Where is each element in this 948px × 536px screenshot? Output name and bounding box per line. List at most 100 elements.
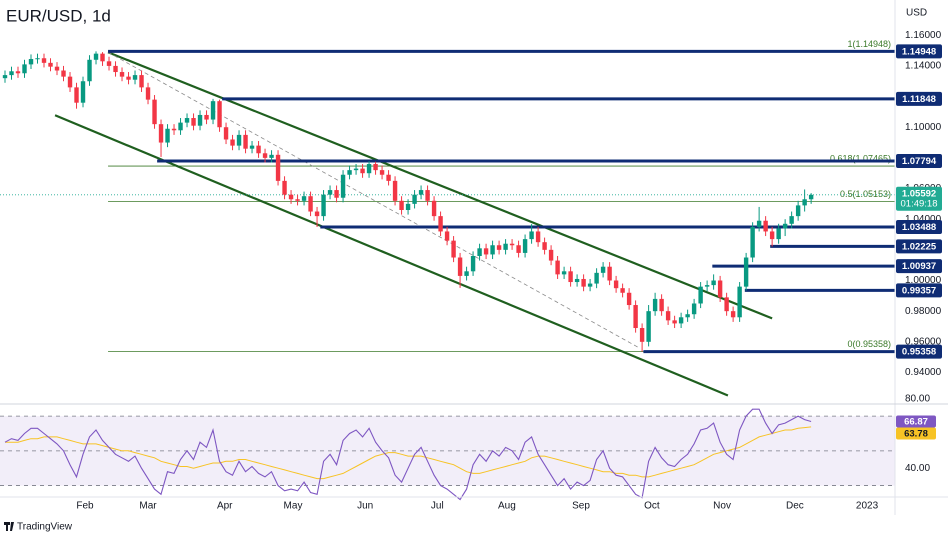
candle-body (418, 190, 424, 195)
level-label: 1.03488 (902, 222, 936, 233)
candle-body (516, 245, 521, 253)
candle-body (9, 71, 14, 76)
x-tick-label: Sep (572, 501, 590, 512)
y-tick-label: 1.00000 (905, 275, 942, 286)
rsi-line (5, 426, 812, 480)
candle-body (483, 248, 489, 255)
candle-body (314, 211, 320, 217)
candle-body (249, 145, 255, 149)
candle-body (431, 200, 437, 217)
fib-label: 0.618(1.07465) (830, 153, 891, 163)
candle-body (568, 271, 573, 283)
x-tick-label: Oct (644, 501, 660, 512)
level-label: 0.95358 (902, 347, 936, 358)
candle-body (184, 118, 190, 123)
chart-title: EUR/USD, 1d (6, 6, 111, 25)
candle-body (15, 71, 21, 74)
candle-body (438, 216, 443, 232)
candle-body (379, 170, 385, 175)
candle-body (288, 194, 294, 200)
candle-body (743, 257, 749, 287)
candle-body (574, 278, 580, 283)
candle-body (67, 76, 73, 88)
x-tick-label: Aug (498, 501, 516, 512)
candle-body (412, 194, 417, 204)
candle-body (672, 320, 677, 324)
level-box (896, 44, 942, 59)
y-tick-label: 1.04000 (905, 214, 942, 225)
candle-body (275, 154, 281, 181)
candle-body (347, 170, 352, 175)
candle-body (561, 271, 567, 275)
last-price-box (896, 186, 942, 211)
candle-body (217, 101, 222, 128)
level-label: 0.99357 (902, 285, 936, 296)
x-tick-label: May (284, 501, 303, 512)
candle-body (210, 101, 216, 120)
candle-body (28, 59, 34, 65)
candle-body (191, 118, 196, 126)
candle-body (171, 128, 177, 131)
rsi-value-label: 63.78 (904, 429, 928, 440)
y-tick-label: 0.94000 (905, 367, 942, 378)
candle-body (87, 59, 92, 82)
y-tick-label: 1.10000 (905, 122, 942, 133)
level-box (896, 344, 942, 359)
candle-body (685, 314, 690, 318)
brand: TradingView (17, 522, 73, 533)
level-box (896, 220, 942, 235)
candle-body (665, 311, 671, 321)
candle-body (795, 205, 801, 217)
candle-body (763, 220, 768, 232)
candle-body (100, 53, 105, 62)
candle-body (529, 231, 534, 240)
candle-body (35, 58, 40, 60)
candle-body (262, 153, 268, 158)
candle-body (496, 245, 502, 250)
candle-body (269, 154, 274, 158)
candle-body (113, 65, 118, 73)
candle-body (282, 180, 287, 195)
level-box (896, 239, 942, 254)
candle-body (652, 298, 658, 312)
candle-body (542, 242, 547, 250)
x-tick-label: Feb (76, 501, 94, 512)
candle-body (106, 61, 112, 66)
candle-body (308, 196, 313, 212)
candle-body (659, 298, 664, 312)
candle-body (633, 305, 638, 329)
candle-body (321, 194, 326, 217)
candle-body (399, 200, 404, 210)
rsi-value-box (896, 415, 936, 428)
candle-body (353, 168, 359, 171)
candle-body (503, 243, 508, 250)
candle-body (444, 231, 450, 241)
candle-body (425, 190, 430, 201)
x-tick-label: 2023 (856, 501, 879, 512)
candle-body (678, 317, 684, 324)
candle-body (178, 122, 183, 131)
x-tick-label: Mar (139, 501, 157, 512)
candle-body (451, 240, 456, 258)
candle-body (470, 255, 476, 272)
candle-body (600, 266, 606, 273)
candle-body (197, 114, 203, 126)
level-label: 1.11848 (902, 94, 936, 105)
candle-body (48, 62, 53, 67)
candle-body (360, 168, 365, 174)
candle-body (730, 311, 736, 318)
candle-body (145, 87, 151, 100)
candle-body (750, 226, 755, 258)
candle-body (152, 99, 157, 125)
candle-body (74, 87, 79, 103)
candle-body (132, 75, 138, 80)
candle-body (535, 231, 541, 243)
candle-body (80, 81, 86, 103)
candle-body (594, 272, 599, 284)
candle-body (789, 216, 794, 224)
candle-body (41, 58, 47, 63)
x-tick-label: Jun (357, 501, 373, 512)
level-box (896, 283, 942, 298)
candle-body (236, 134, 242, 146)
y-tick-label: 1.16000 (905, 30, 942, 41)
